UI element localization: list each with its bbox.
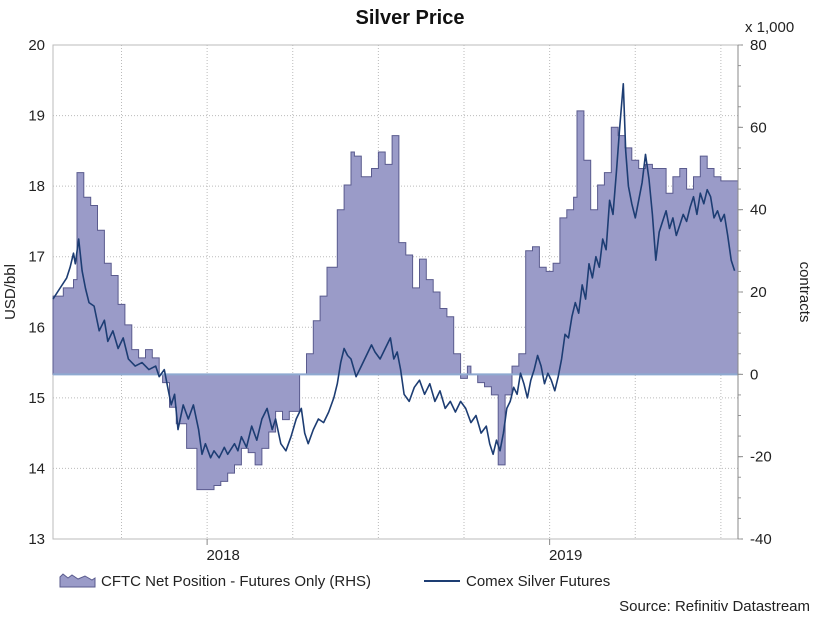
axis-layer: 13 14 15 16 17 18 19 20 -40 -20 0 20 40 60 80 2018 2019 (28, 37, 771, 564)
legend: CFTC Net Position - Futures Only (RHS) C… (59, 573, 610, 590)
x-tick-label: 2018 (206, 547, 239, 564)
left-tick-label: 20 (28, 37, 45, 54)
left-tick-label: 15 (28, 390, 45, 407)
left-tick-label: 14 (28, 460, 45, 477)
right-tick-label: 20 (750, 284, 767, 301)
right-axis-label: contracts (796, 262, 813, 323)
right-tick-label: 0 (750, 366, 758, 383)
right-tick-label: -40 (750, 531, 772, 548)
left-tick-label: 19 (28, 108, 45, 125)
legend-area-label: CFTC Net Position - Futures Only (RHS) (101, 573, 371, 590)
left-tick-label: 18 (28, 178, 45, 195)
chart-title: Silver Price (356, 7, 465, 29)
legend-line-label: Comex Silver Futures (466, 573, 610, 590)
left-tick-label: 16 (28, 319, 45, 336)
left-axis-label: USD/bbl (2, 264, 19, 320)
x-tick-label: 2019 (549, 547, 582, 564)
right-tick-label: 40 (750, 202, 767, 219)
right-tick-label: 60 (750, 119, 767, 136)
right-axis-multiplier: x 1,000 (745, 19, 794, 36)
right-tick-label: 80 (750, 37, 767, 54)
left-tick-label: 17 (28, 249, 45, 266)
left-tick-label: 13 (28, 531, 45, 548)
line-layer (52, 83, 736, 459)
comex-silver-futures-line (52, 83, 736, 459)
right-tick-label: -20 (750, 449, 772, 466)
legend-area-swatch (59, 573, 96, 588)
source-note: Source: Refinitiv Datastream (619, 598, 810, 615)
